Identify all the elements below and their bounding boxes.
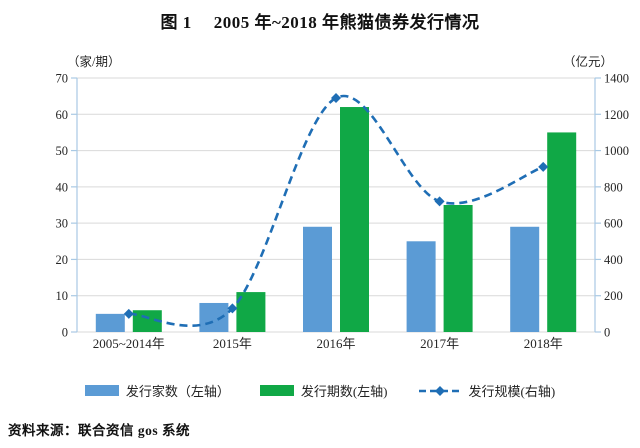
svg-text:2015年: 2015年 bbox=[213, 336, 252, 351]
chart-title-text: 2005 年~2018 年熊猫债券发行情况 bbox=[213, 13, 480, 32]
svg-text:60: 60 bbox=[56, 108, 69, 122]
svg-text:（家/期）: （家/期） bbox=[67, 54, 120, 69]
svg-text:1000: 1000 bbox=[604, 144, 629, 158]
data-source-note: 资料来源：联合资信 gos 系统 bbox=[8, 423, 191, 438]
svg-text:10: 10 bbox=[56, 289, 69, 303]
svg-text:600: 600 bbox=[604, 217, 623, 231]
svg-text:2016年: 2016年 bbox=[316, 336, 355, 351]
legend-label-scale: 发行规模(右轴) bbox=[468, 384, 556, 399]
svg-text:30: 30 bbox=[56, 217, 69, 231]
svg-text:800: 800 bbox=[604, 180, 623, 194]
legend-item-issuers: 发行家数（左轴） bbox=[84, 381, 230, 400]
svg-text:1200: 1200 bbox=[604, 108, 629, 122]
svg-text:2018年: 2018年 bbox=[524, 336, 563, 351]
svg-text:0: 0 bbox=[62, 326, 68, 340]
blue-bar-swatch-icon bbox=[84, 385, 119, 396]
svg-text:1400: 1400 bbox=[604, 72, 629, 86]
legend-item-scale: 发行规模(右轴) bbox=[418, 381, 556, 400]
figure-number: 图 1 bbox=[160, 13, 192, 32]
svg-text:0: 0 bbox=[604, 326, 610, 340]
chart-title: 图 1 2005 年~2018 年熊猫债券发行情况 bbox=[0, 8, 640, 33]
svg-text:400: 400 bbox=[604, 253, 623, 267]
chart-legend: 发行家数（左轴） 发行期数(左轴) 发行规模(右轴) bbox=[0, 381, 640, 400]
green-bar-swatch-icon bbox=[259, 385, 294, 396]
svg-text:20: 20 bbox=[56, 253, 69, 267]
svg-text:200: 200 bbox=[604, 289, 623, 303]
legend-label-tranches: 发行期数(左轴) bbox=[300, 384, 388, 399]
svg-text:40: 40 bbox=[56, 180, 69, 194]
svg-text:50: 50 bbox=[56, 144, 69, 158]
svg-text:2005~2014年: 2005~2014年 bbox=[93, 336, 165, 351]
svg-text:2017年: 2017年 bbox=[420, 336, 459, 351]
svg-text:（亿元）: （亿元） bbox=[563, 54, 613, 69]
svg-text:70: 70 bbox=[56, 72, 69, 86]
dashed-line-diamond-icon bbox=[418, 385, 461, 396]
legend-label-issuers: 发行家数（左轴） bbox=[125, 384, 230, 399]
legend-item-tranches: 发行期数(左轴) bbox=[259, 381, 388, 400]
